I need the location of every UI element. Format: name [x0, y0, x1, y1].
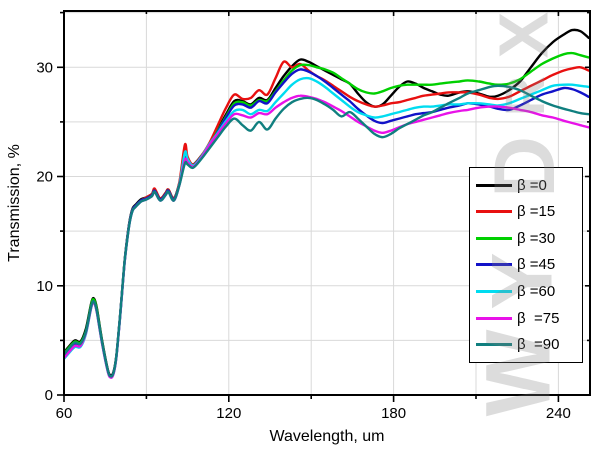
y-tick-label: 0	[45, 387, 53, 404]
legend-label: β =60	[517, 283, 556, 301]
legend-label: β =0	[517, 176, 547, 194]
legend-item: β =60	[476, 281, 582, 303]
legend: β =0 β =15 β =30 β =45 β =60 β =75 β =90	[469, 167, 583, 363]
x-tick-label: 180	[381, 405, 406, 422]
x-axis-title: Wavelength, um	[269, 428, 385, 445]
y-axis-title: Transmission, %	[6, 144, 23, 262]
legend-item: β =30	[476, 227, 582, 249]
legend-item: β =0	[476, 174, 582, 196]
legend-line-swatch	[476, 343, 512, 347]
legend-item: β =45	[476, 254, 582, 276]
legend-item: β =15	[476, 201, 582, 223]
series-curves	[64, 28, 590, 379]
legend-line-swatch	[476, 236, 512, 240]
y-tick-label: 10	[36, 278, 53, 295]
legend-label: β =90	[517, 336, 560, 354]
x-tick-label: 60	[56, 405, 73, 422]
legend-item: β =90	[476, 334, 582, 356]
x-tick-label: 120	[216, 405, 241, 422]
series-line	[64, 84, 590, 378]
tick-labels: 60 120 180 240 0 10 20 30	[36, 59, 571, 422]
legend-line-swatch	[476, 290, 512, 294]
legend-label: β =15	[517, 203, 556, 221]
legend-line-swatch	[476, 210, 512, 214]
y-tick-label: 20	[36, 169, 53, 186]
legend-line-swatch	[476, 316, 512, 320]
legend-label: β =30	[517, 229, 556, 247]
x-tick-label: 240	[546, 405, 571, 422]
legend-line-swatch	[476, 263, 512, 267]
plot-frame	[63, 10, 591, 396]
legend-label: β =75	[517, 309, 560, 327]
legend-item: β =75	[476, 307, 582, 329]
legend-label: β =45	[517, 256, 556, 274]
legend-line-swatch	[476, 183, 512, 187]
axis-ticks	[57, 11, 590, 402]
y-tick-label: 30	[36, 59, 53, 76]
